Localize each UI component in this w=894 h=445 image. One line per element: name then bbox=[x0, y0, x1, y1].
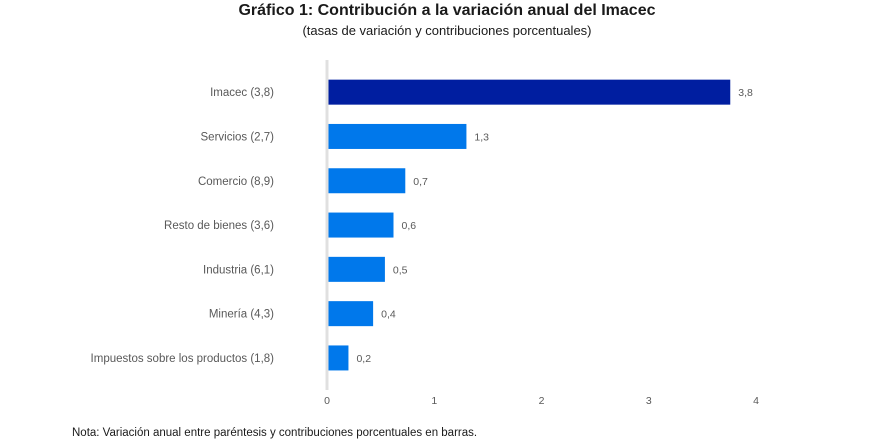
bars-layer: Imacec (3,8) 3,8 Servicios (2,7) 1,3 Comerci… bbox=[91, 79, 753, 371]
bar-group: Industria (6,1) 0,5 bbox=[203, 256, 408, 282]
chart-subtitle: (tasas de variación y contribuciones por… bbox=[302, 23, 592, 38]
category-label: Imacec (3,8) bbox=[210, 87, 274, 99]
value-label: 0,4 bbox=[381, 309, 396, 321]
bar bbox=[328, 79, 731, 105]
bar bbox=[328, 256, 385, 282]
bar-group: Imacec (3,8) 3,8 bbox=[210, 79, 753, 105]
bar-group: Impuestos sobre los productos (1,8) 0,2 bbox=[91, 345, 371, 371]
x-tick-label: 2 bbox=[539, 395, 545, 407]
axis-layer: 0 1 2 3 4 bbox=[324, 60, 759, 407]
value-label: 0,7 bbox=[413, 176, 428, 188]
bar bbox=[328, 212, 394, 238]
category-label: Comercio (8,9) bbox=[198, 176, 274, 188]
value-label: 0,6 bbox=[401, 220, 416, 232]
bar-group: Servicios (2,7) 1,3 bbox=[201, 123, 489, 149]
x-tick-label: 3 bbox=[646, 395, 652, 407]
chart-note: Nota: Variación anual entre paréntesis y… bbox=[72, 427, 478, 439]
value-label: 0,5 bbox=[393, 264, 408, 276]
x-tick-label: 4 bbox=[753, 395, 759, 407]
x-tick-label: 0 bbox=[324, 395, 330, 407]
category-label: Impuestos sobre los productos (1,8) bbox=[91, 353, 275, 365]
category-label: Industria (6,1) bbox=[203, 264, 274, 276]
x-tick-label: 1 bbox=[431, 395, 437, 407]
bar bbox=[328, 123, 467, 149]
value-label: 1,3 bbox=[474, 131, 489, 143]
category-label: Servicios (2,7) bbox=[201, 131, 275, 143]
bar bbox=[328, 168, 406, 194]
value-label: 0,2 bbox=[356, 353, 371, 365]
category-label: Resto de bienes (3,6) bbox=[164, 220, 274, 232]
bar bbox=[328, 345, 349, 371]
bar-group: Comercio (8,9) 0,7 bbox=[198, 168, 428, 194]
bar-group: Minería (4,3) 0,4 bbox=[209, 301, 396, 327]
category-label: Minería (4,3) bbox=[209, 309, 274, 321]
chart-title: Gráfico 1: Contribución a la variación a… bbox=[238, 2, 656, 19]
value-label: 3,8 bbox=[738, 87, 753, 99]
bar bbox=[328, 301, 374, 327]
bar-group: Resto de bienes (3,6) 0,6 bbox=[164, 212, 416, 238]
